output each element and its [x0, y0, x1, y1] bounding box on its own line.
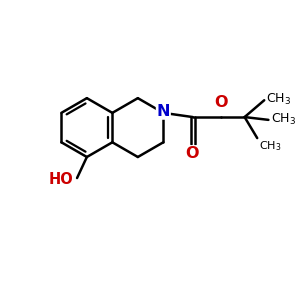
Text: CH$_3$: CH$_3$ — [259, 140, 281, 153]
Text: O: O — [185, 146, 199, 161]
Text: CH$_3$: CH$_3$ — [266, 92, 292, 107]
Text: CH$_3$: CH$_3$ — [271, 112, 296, 127]
Text: O: O — [214, 95, 227, 110]
Text: HO: HO — [49, 172, 74, 187]
Text: N: N — [157, 104, 170, 119]
